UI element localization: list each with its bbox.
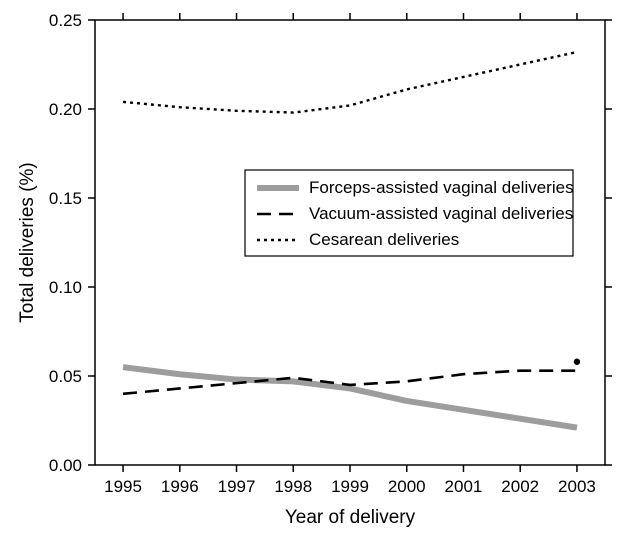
vacuum-end-dot: [574, 359, 580, 365]
y-tick-label: 0.10: [49, 278, 82, 297]
series-cesarean: [123, 52, 577, 113]
x-tick-label: 1997: [218, 477, 256, 496]
y-tick-label: 0.15: [49, 189, 82, 208]
y-tick-label: 0.05: [49, 367, 82, 386]
x-tick-label: 2000: [388, 477, 426, 496]
y-tick-label: 0.00: [49, 456, 82, 475]
series-forceps: [123, 367, 577, 428]
legend-label-cesarean: Cesarean deliveries: [309, 230, 459, 249]
legend-label-forceps: Forceps-assisted vaginal deliveries: [309, 178, 574, 197]
x-tick-label: 1998: [274, 477, 312, 496]
chart-svg: 0.00 0.05 0.10 0.15 0.20 0.25 1995 1996 1997 1998…: [0, 0, 635, 548]
x-tick-label: 2002: [501, 477, 539, 496]
x-tick-label: 1999: [331, 477, 369, 496]
x-tick-label: 1995: [104, 477, 142, 496]
x-axis-title: Year of delivery: [285, 507, 416, 528]
y-tick-label: 0.25: [49, 11, 82, 30]
x-tick-label: 2003: [558, 477, 596, 496]
legend-label-vacuum: Vacuum-assisted vaginal deliveries: [309, 204, 573, 223]
delivery-trend-chart: 0.00 0.05 0.10 0.15 0.20 0.25 1995 1996 1997 1998…: [0, 0, 635, 548]
y-tick-label: 0.20: [49, 100, 82, 119]
x-tick-label: 1996: [161, 477, 199, 496]
y-axis-title: Total deliveries (%): [17, 162, 38, 323]
x-tick-label: 2001: [445, 477, 483, 496]
